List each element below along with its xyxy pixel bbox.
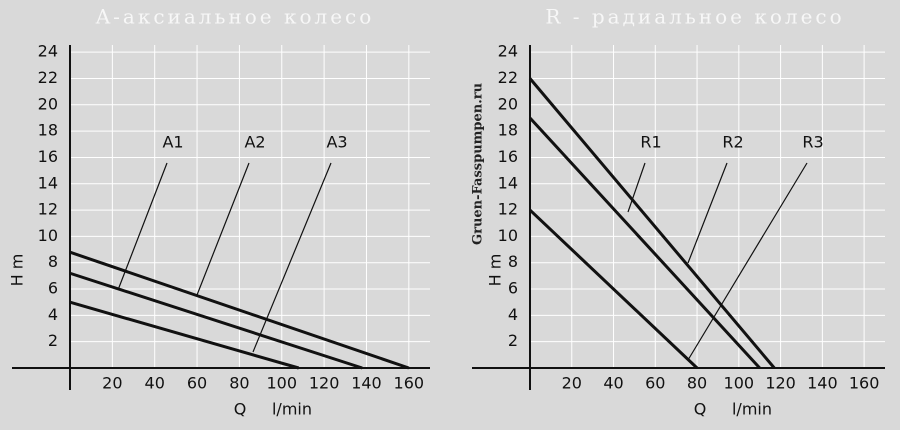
y-tick-label: 22 bbox=[498, 68, 518, 87]
x-tick-label: 40 bbox=[145, 374, 165, 393]
x-tick-label: 120 bbox=[765, 374, 796, 393]
series-line bbox=[69, 300, 300, 370]
series-label: R1 bbox=[640, 133, 661, 152]
label-pointer bbox=[252, 162, 332, 353]
label-pointer bbox=[196, 162, 250, 296]
series-label: R3 bbox=[802, 133, 823, 152]
chart-title: R - радиальное колесо bbox=[545, 5, 844, 29]
y-tick-label: 12 bbox=[498, 200, 518, 219]
x-tick-label: 20 bbox=[562, 374, 582, 393]
x-tick-label: 140 bbox=[807, 374, 838, 393]
series-label: A1 bbox=[162, 133, 183, 152]
y-tick-label: 24 bbox=[498, 42, 518, 61]
x-tick-label: 140 bbox=[351, 374, 382, 393]
y-tick-label: 12 bbox=[38, 200, 58, 219]
series-label: A3 bbox=[326, 133, 347, 152]
x-tick-label: 120 bbox=[309, 374, 340, 393]
x-axis-unit: l/min bbox=[732, 400, 772, 419]
y-tick-label: 8 bbox=[508, 252, 518, 271]
y-tick-label: 16 bbox=[38, 147, 58, 166]
series-line bbox=[528, 208, 699, 370]
y-tick-label: 6 bbox=[48, 279, 58, 298]
y-axis-label: H m bbox=[8, 254, 27, 287]
y-tick-label: 2 bbox=[508, 331, 518, 350]
y-tick-label: 24 bbox=[38, 42, 58, 61]
x-axis-label: Q bbox=[234, 400, 247, 419]
y-tick-label: 18 bbox=[498, 121, 518, 140]
x-tick-label: 40 bbox=[603, 374, 623, 393]
series-line bbox=[69, 250, 410, 370]
y-tick-label: 16 bbox=[498, 147, 518, 166]
y-axis-label: H m bbox=[486, 254, 505, 287]
y-tick-label: 10 bbox=[38, 226, 58, 245]
y-tick-label: 2 bbox=[48, 331, 58, 350]
y-tick-label: 4 bbox=[508, 305, 518, 324]
y-tick-label: 18 bbox=[38, 121, 58, 140]
y-tick-label: 20 bbox=[498, 94, 518, 113]
x-tick-label: 100 bbox=[724, 374, 755, 393]
y-tick-label: 22 bbox=[38, 68, 58, 87]
y-tick-label: 14 bbox=[38, 173, 58, 192]
label-pointer bbox=[117, 162, 168, 291]
y-tick-label: 8 bbox=[48, 252, 58, 271]
watermark: Gruen-Fasspumpen.ru bbox=[471, 83, 486, 245]
series-label: R2 bbox=[722, 133, 743, 152]
y-tick-label: 4 bbox=[48, 305, 58, 324]
y-tick-label: 14 bbox=[498, 173, 518, 192]
x-tick-label: 100 bbox=[266, 374, 297, 393]
series-line bbox=[528, 77, 776, 369]
x-axis-label: Q bbox=[694, 400, 707, 419]
y-tick-label: 6 bbox=[508, 279, 518, 298]
series-label: A2 bbox=[244, 133, 265, 152]
label-pointer bbox=[687, 162, 728, 264]
label-pointer bbox=[687, 162, 808, 361]
x-tick-label: 80 bbox=[687, 374, 707, 393]
x-tick-label: 80 bbox=[229, 374, 249, 393]
x-tick-label: 60 bbox=[187, 374, 207, 393]
x-tick-label: 160 bbox=[394, 374, 425, 393]
y-tick-label: 10 bbox=[498, 226, 518, 245]
series-line bbox=[69, 271, 363, 370]
x-tick-label: 60 bbox=[645, 374, 665, 393]
y-tick-label: 20 bbox=[38, 94, 58, 113]
series-line bbox=[528, 116, 761, 370]
x-tick-label: 20 bbox=[102, 374, 122, 393]
x-tick-label: 160 bbox=[849, 374, 880, 393]
chart-title: A-аксиальное колесо bbox=[95, 5, 375, 29]
label-pointer bbox=[627, 162, 646, 213]
x-axis-unit: l/min bbox=[272, 400, 312, 419]
